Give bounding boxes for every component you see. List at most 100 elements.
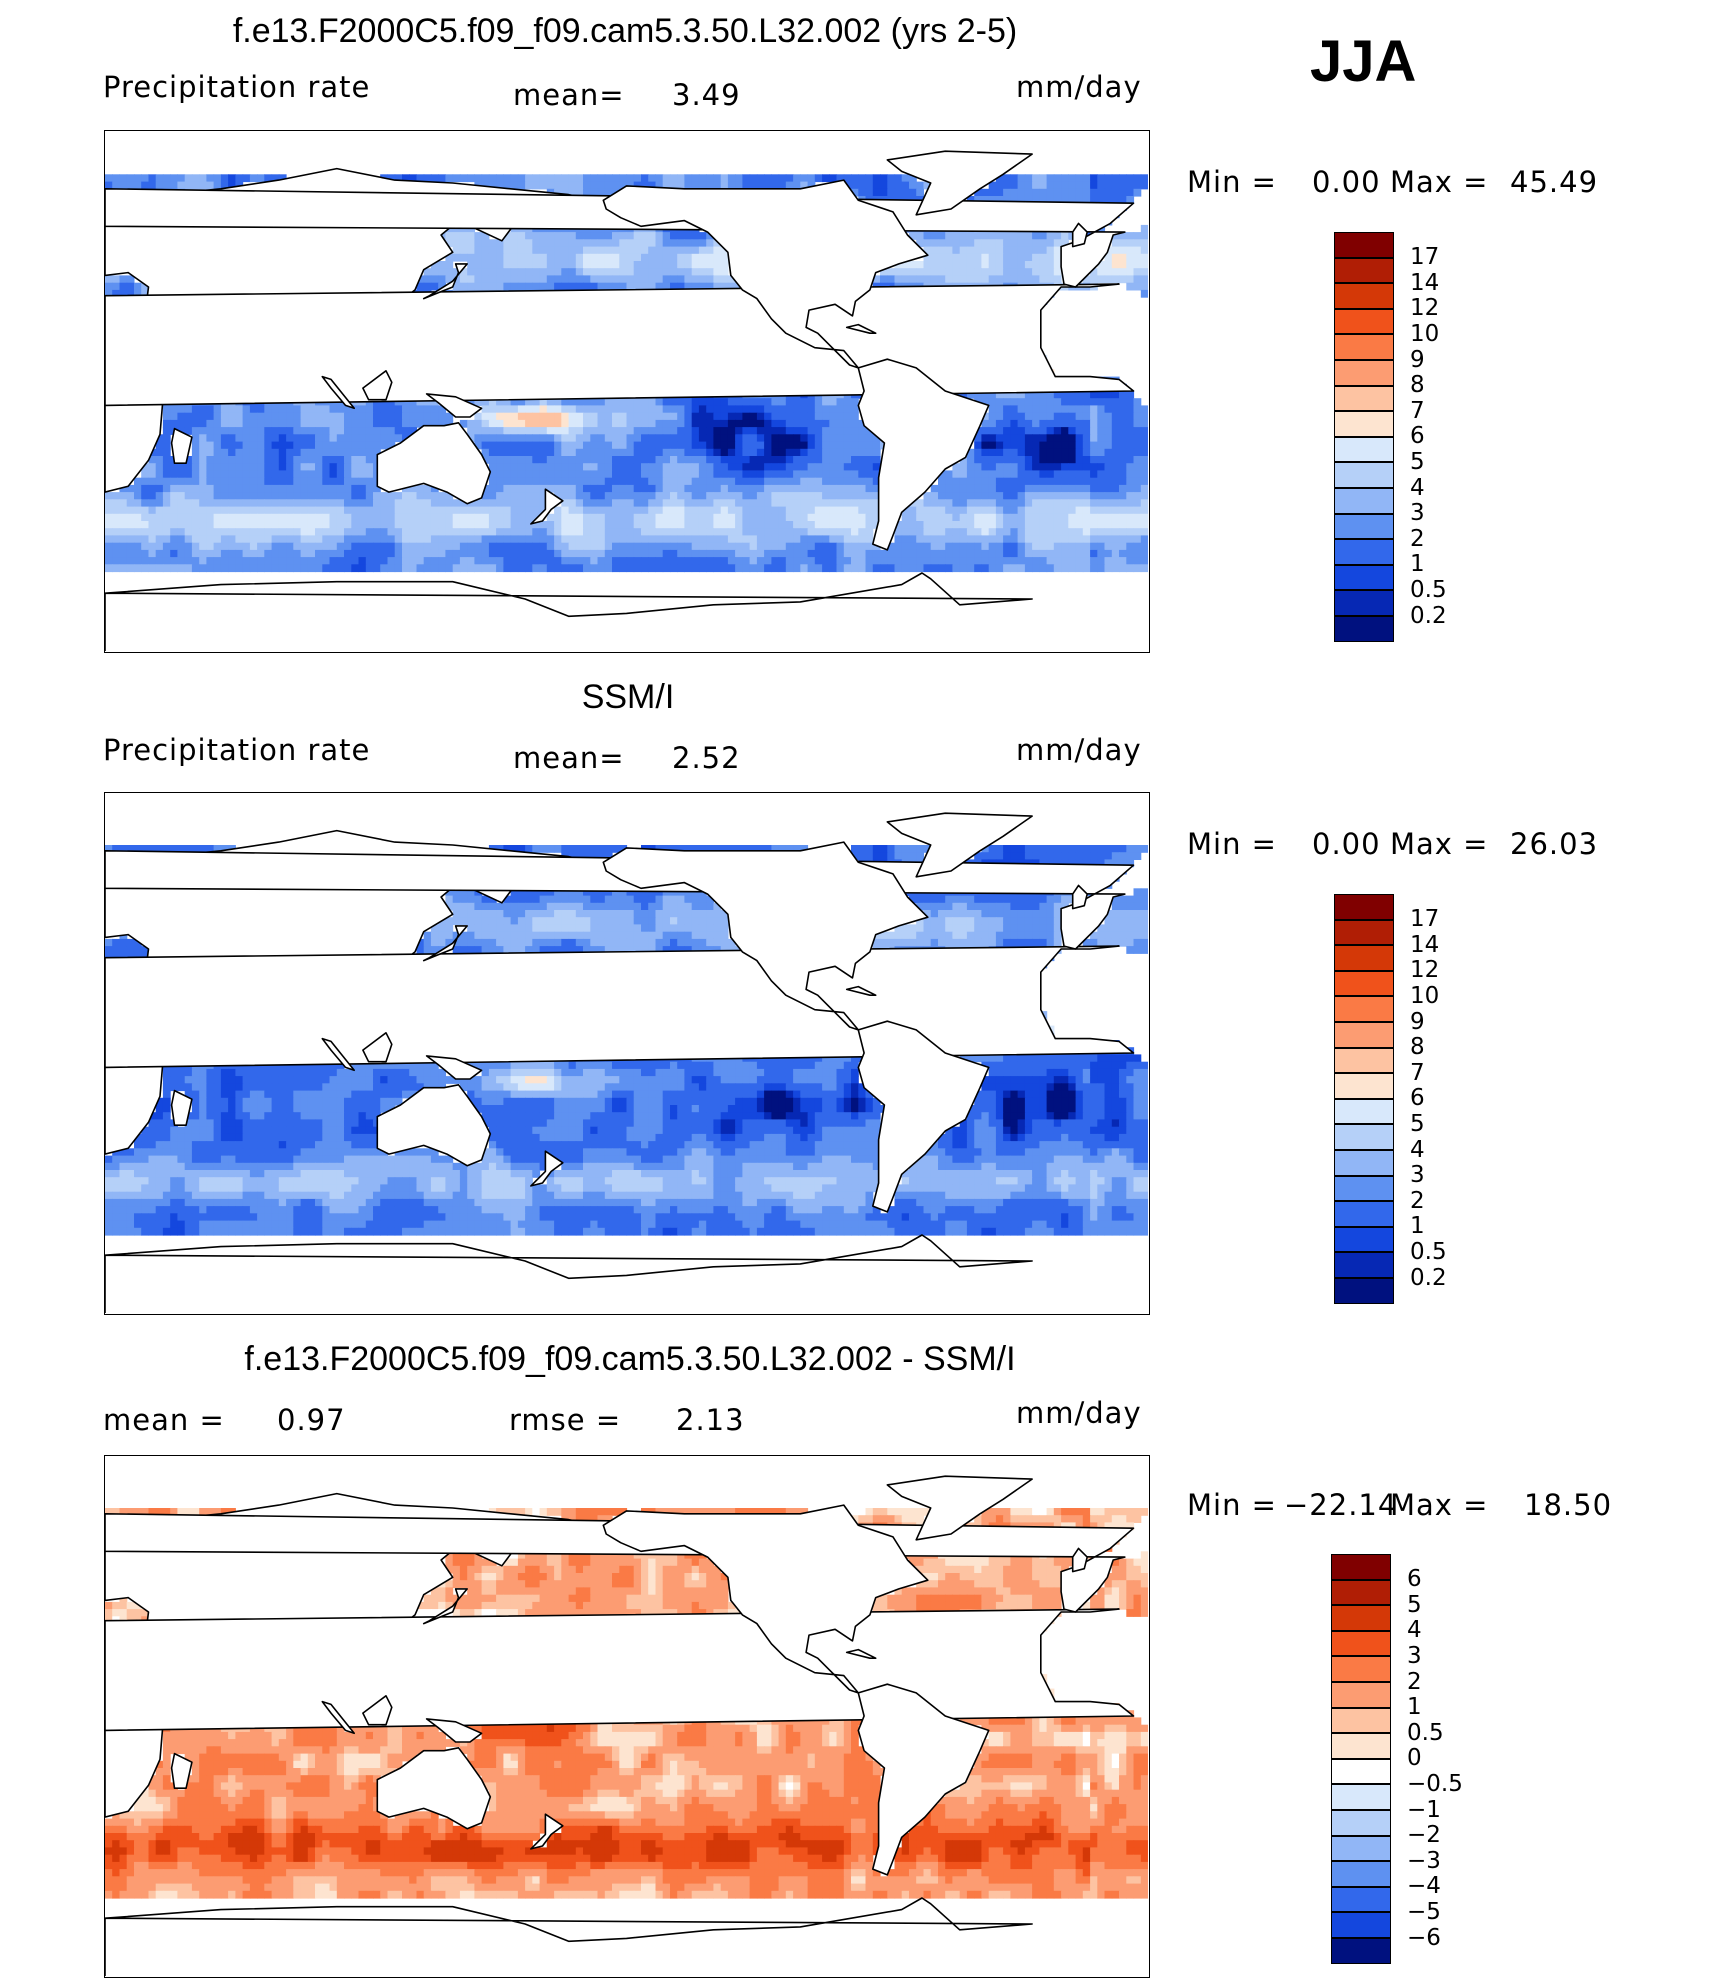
colorbar-tick-label: 12 — [1410, 297, 1439, 320]
colorbar-swatch — [1334, 920, 1394, 946]
min-value: −22.14 — [1284, 1488, 1397, 1522]
colorbar-swatch — [1331, 1708, 1391, 1734]
colorbar-swatch — [1331, 1810, 1391, 1836]
colorbar-tick-label: −5 — [1407, 1901, 1441, 1924]
season-label: JJA — [1310, 28, 1416, 95]
colorbar-tick-label: 4 — [1410, 477, 1425, 500]
colorbar-tick-label: 3 — [1410, 502, 1425, 525]
colorbar-tick-label: 6 — [1410, 425, 1425, 448]
colorbar-swatch — [1334, 894, 1394, 920]
colorbar-swatch — [1334, 565, 1394, 591]
colorbar-swatch — [1334, 590, 1394, 616]
colorbar-swatch — [1331, 1784, 1391, 1810]
colorbar-swatch — [1334, 996, 1394, 1022]
colorbar-swatch — [1334, 1252, 1394, 1278]
colorbar-swatch — [1334, 1099, 1394, 1125]
coastline — [105, 573, 1032, 651]
colorbar-swatch — [1334, 411, 1394, 437]
min-label: Min = — [1187, 827, 1277, 861]
colorbar-tick-label: 14 — [1410, 272, 1439, 295]
mean-value: 3.49 — [672, 78, 741, 112]
max-label: Max = — [1390, 165, 1488, 199]
coastline — [105, 946, 1134, 1067]
colorbar-swatch — [1334, 360, 1394, 386]
colorbar-swatch — [1331, 1682, 1391, 1708]
colorbar-tick-label: 3 — [1407, 1645, 1422, 1668]
colorbar-tick-label: 6 — [1410, 1087, 1425, 1110]
colorbar-tick-label: 1 — [1410, 1215, 1425, 1238]
colorbar-tick-label: 17 — [1410, 908, 1439, 931]
units-label: mm/day — [1016, 1396, 1142, 1430]
colorbar-tick-label: 8 — [1410, 374, 1425, 397]
precip-map — [104, 792, 1150, 1315]
colorbar-tick-label: 0 — [1407, 1747, 1422, 1770]
colorbar-tick-label: 0.5 — [1410, 1241, 1447, 1264]
max-label: Max = — [1390, 827, 1488, 861]
difference-map — [104, 1455, 1150, 1978]
colorbar-tick-label: 6 — [1407, 1568, 1422, 1591]
colorbar-swatch — [1334, 616, 1394, 642]
colorbar-tick-label: 5 — [1410, 1113, 1425, 1136]
colorbar-swatch — [1334, 971, 1394, 997]
colorbar-tick-label: 10 — [1410, 985, 1439, 1008]
colorbar-swatch — [1334, 437, 1394, 463]
units-label: mm/day — [1016, 733, 1142, 767]
mean-label: mean= — [513, 78, 625, 112]
colorbar-swatch — [1334, 945, 1394, 971]
mean-label: mean= — [513, 741, 625, 775]
mean-label: mean = — [103, 1403, 225, 1437]
colorbar-tick-label: 1 — [1407, 1696, 1422, 1719]
colorbar-tick-label: 0.2 — [1410, 605, 1447, 628]
colorbar-tick-label: 5 — [1410, 451, 1425, 474]
coastline — [105, 1898, 1032, 1976]
panel-title: f.e13.F2000C5.f09_f09.cam5.3.50.L32.002 … — [0, 1340, 1260, 1379]
panel-title: SSM/I — [0, 678, 1256, 717]
colorbar-swatch — [1334, 514, 1394, 540]
colorbar-swatch — [1334, 1073, 1394, 1099]
colorbar-tick-label: 17 — [1410, 246, 1439, 269]
colorbar-tick-label: 3 — [1410, 1164, 1425, 1187]
variable-label: Precipitation rate — [103, 733, 370, 767]
colorbar-swatch — [1331, 1554, 1391, 1580]
precip-map — [104, 130, 1150, 653]
max-value: 26.03 — [1510, 827, 1598, 861]
colorbar-tick-label: 8 — [1410, 1036, 1425, 1059]
colorbar-swatch — [1334, 539, 1394, 565]
colorbar-swatch — [1334, 1022, 1394, 1048]
colorbar-tick-label: 10 — [1410, 323, 1439, 346]
colorbar-tick-label: −0.5 — [1407, 1773, 1463, 1796]
colorbar-tick-label: −6 — [1407, 1927, 1441, 1950]
colorbar-tick-label: 9 — [1410, 1011, 1425, 1034]
colorbar-swatch — [1334, 232, 1394, 258]
colorbar-swatch — [1334, 1048, 1394, 1074]
colorbar-tick-label: 2 — [1407, 1671, 1422, 1694]
colorbar-tick-label: 14 — [1410, 934, 1439, 957]
min-label: Min = — [1187, 1488, 1277, 1522]
colorbar-tick-label: 5 — [1407, 1594, 1422, 1617]
colorbar-swatch — [1331, 1605, 1391, 1631]
rmse-value: 2.13 — [676, 1403, 745, 1437]
colorbar-tick-label: 4 — [1407, 1619, 1422, 1642]
colorbar-tick-label: 1 — [1410, 553, 1425, 576]
colorbar-tick-label: −2 — [1407, 1824, 1441, 1847]
colorbar-swatch — [1334, 1227, 1394, 1253]
colorbar-tick-label: 0.2 — [1410, 1267, 1447, 1290]
colorbar-swatch — [1334, 283, 1394, 309]
colorbar-tick-label: 0.5 — [1407, 1722, 1444, 1745]
max-value: 18.50 — [1524, 1488, 1612, 1522]
colorbar-tick-label: −3 — [1407, 1850, 1441, 1873]
colorbar-swatch — [1331, 1631, 1391, 1657]
colorbar-swatch — [1334, 1176, 1394, 1202]
panel-title: f.e13.F2000C5.f09_f09.cam5.3.50.L32.002 … — [0, 12, 1250, 51]
colorbar-tick-label: 9 — [1410, 349, 1425, 372]
min-value: 0.00 — [1312, 165, 1381, 199]
colorbar-swatch — [1331, 1656, 1391, 1682]
colorbar-swatch — [1334, 1201, 1394, 1227]
colorbar-tick-label: 12 — [1410, 959, 1439, 982]
colorbar-swatch — [1334, 462, 1394, 488]
colorbar-tick-label: 7 — [1410, 1062, 1425, 1085]
colorbar-swatch — [1334, 1278, 1394, 1304]
